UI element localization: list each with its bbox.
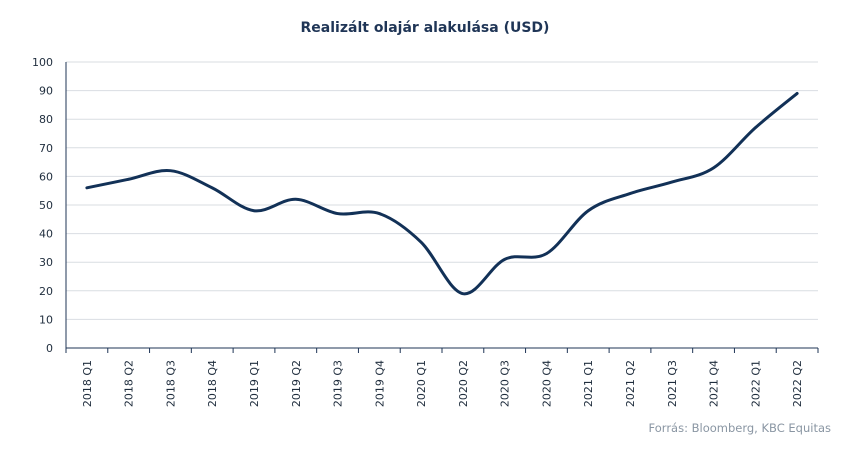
x-tick-label: 2019 Q4 [373,360,386,407]
series-line-0 [85,91,799,296]
data-point [545,252,548,255]
data-point [587,209,590,212]
data-point [127,178,130,181]
y-tick-label: 50 [39,199,53,212]
y-tick-label: 30 [39,256,53,269]
data-point [85,186,89,190]
y-tick-label: 60 [39,170,53,183]
y-tick-label: 70 [39,142,53,155]
data-point [252,209,256,212]
data-point [628,192,632,195]
data-point [419,240,423,244]
x-tick-label: 2021 Q1 [582,360,595,407]
data-point [712,166,715,170]
data-point [294,198,297,201]
data-point [378,212,381,215]
x-tick-label: 2020 Q2 [457,360,470,407]
x-tick-label: 2018 Q4 [206,360,219,407]
x-tick-label: 2018 Q3 [164,360,177,407]
x-tick-label: 2018 Q1 [81,360,94,407]
x-tick-label: 2019 Q3 [332,360,345,407]
x-tick-label: 2021 Q3 [666,360,679,407]
chart-title: Realizált olajár alakulása (USD) [301,20,550,36]
x-tick-label: 2020 Q1 [415,360,428,407]
data-point [336,212,339,215]
y-tick-label: 90 [39,85,53,98]
x-tick-label: 2020 Q3 [499,360,512,407]
source-note: Forrás: Bloomberg, KBC Equitas [649,421,831,435]
x-tick-label: 2018 Q2 [123,360,136,407]
data-point [795,92,799,95]
y-tick-label: 80 [39,113,53,126]
x-tick-label: 2021 Q2 [624,360,637,407]
x-axis: 2018 Q1 2018 Q2 2018 Q3 2018 Q4 2019 Q1 2019 … [65,348,819,407]
series-layer [85,91,799,296]
y-tick-label: 40 [39,228,53,241]
x-tick-label: 2020 Q4 [540,360,553,407]
data-point [503,258,506,261]
y-axis: 0 10 20 30 40 50 60 70 80 90 100 [32,56,67,355]
data-point [670,180,673,184]
data-point [169,169,172,172]
y-tick-label: 100 [32,56,53,69]
y-tick-label: 10 [39,313,53,326]
data-point [754,126,757,129]
x-tick-label: 2019 Q1 [248,360,261,407]
y-tick-label: 0 [46,342,53,355]
x-tick-label: 2022 Q1 [749,360,762,407]
x-tick-label: 2022 Q2 [791,360,804,407]
gridlines [66,61,818,320]
x-tick-label: 2021 Q4 [708,360,721,407]
x-tick-label: 2019 Q2 [290,360,303,407]
y-tick-label: 20 [39,285,53,298]
data-point [211,186,214,190]
data-point [461,292,465,295]
